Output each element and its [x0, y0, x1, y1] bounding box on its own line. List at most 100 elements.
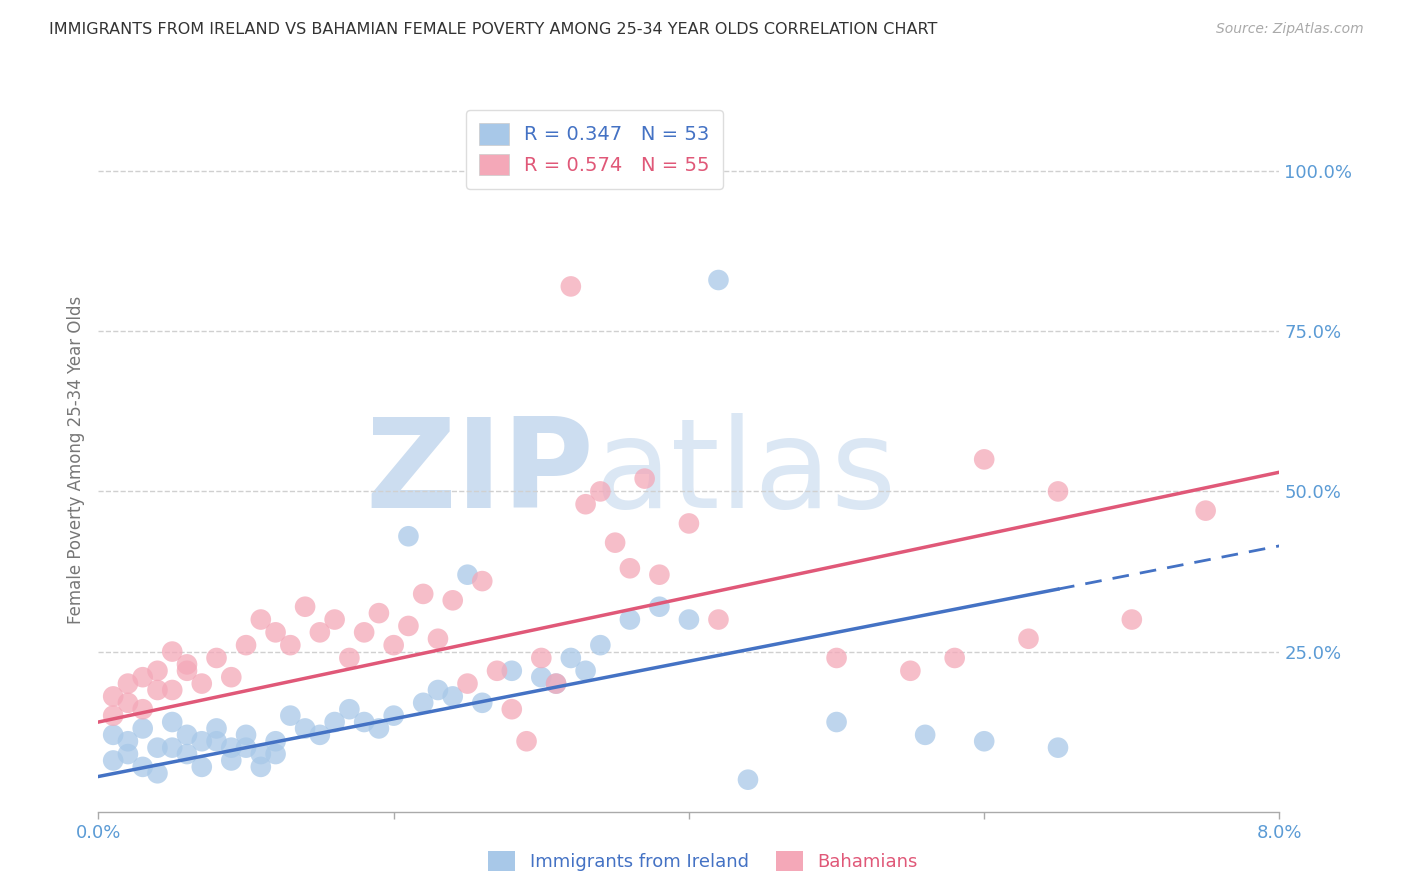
Point: [264, 734, 287, 748]
Point: [1046, 484, 1070, 499]
Point: [441, 593, 464, 607]
Point: [235, 740, 257, 755]
Point: [619, 613, 641, 627]
Point: [1121, 613, 1143, 627]
Point: [339, 702, 361, 716]
Text: Source: ZipAtlas.com: Source: ZipAtlas.com: [1216, 22, 1364, 37]
Point: [191, 760, 214, 774]
Point: [914, 728, 936, 742]
Point: [678, 516, 700, 531]
Point: [162, 683, 183, 698]
Point: [825, 651, 848, 665]
Point: [146, 766, 169, 780]
Point: [412, 587, 434, 601]
Point: [398, 619, 420, 633]
Point: [575, 497, 598, 511]
Point: [900, 664, 922, 678]
Point: [457, 676, 479, 690]
Point: [589, 638, 612, 652]
Point: [162, 714, 183, 729]
Point: [205, 651, 228, 665]
Point: [382, 708, 405, 723]
Point: [825, 714, 848, 729]
Point: [427, 632, 450, 646]
Point: [117, 696, 139, 710]
Point: [294, 599, 316, 614]
Point: [146, 740, 169, 755]
Point: [339, 651, 361, 665]
Point: [264, 747, 287, 761]
Point: [737, 772, 759, 787]
Point: [323, 613, 346, 627]
Point: [309, 728, 332, 742]
Point: [117, 734, 139, 748]
Point: [146, 683, 169, 698]
Point: [250, 760, 273, 774]
Point: [457, 567, 479, 582]
Point: [280, 638, 302, 652]
Point: [176, 747, 198, 761]
Point: [530, 670, 553, 684]
Point: [973, 452, 995, 467]
Point: [412, 696, 434, 710]
Point: [1195, 503, 1218, 517]
Point: [250, 747, 273, 761]
Point: [427, 683, 450, 698]
Point: [103, 754, 125, 768]
Point: [368, 606, 391, 620]
Point: [103, 708, 125, 723]
Point: [146, 664, 169, 678]
Point: [471, 574, 494, 588]
Point: [117, 676, 139, 690]
Point: [221, 670, 243, 684]
Point: [235, 638, 257, 652]
Point: [619, 561, 641, 575]
Point: [546, 676, 568, 690]
Point: [117, 747, 139, 761]
Point: [323, 714, 346, 729]
Point: [132, 670, 155, 684]
Point: [560, 279, 582, 293]
Point: [441, 690, 464, 704]
Point: [707, 273, 730, 287]
Point: [486, 664, 509, 678]
Point: [1018, 632, 1040, 646]
Text: ZIP: ZIP: [366, 413, 595, 534]
Point: [973, 734, 995, 748]
Point: [353, 714, 375, 729]
Point: [132, 702, 155, 716]
Point: [1046, 740, 1070, 755]
Point: [368, 722, 391, 736]
Point: [634, 472, 657, 486]
Point: [103, 690, 125, 704]
Point: [176, 728, 198, 742]
Point: [398, 529, 420, 543]
Text: IMMIGRANTS FROM IRELAND VS BAHAMIAN FEMALE POVERTY AMONG 25-34 YEAR OLDS CORRELA: IMMIGRANTS FROM IRELAND VS BAHAMIAN FEMA…: [49, 22, 938, 37]
Point: [176, 664, 198, 678]
Point: [221, 740, 243, 755]
Point: [294, 722, 316, 736]
Point: [132, 722, 155, 736]
Point: [943, 651, 966, 665]
Point: [605, 535, 627, 549]
Point: [162, 644, 183, 658]
Point: [648, 599, 671, 614]
Point: [382, 638, 405, 652]
Point: [589, 484, 612, 499]
Point: [516, 734, 538, 748]
Point: [546, 676, 568, 690]
Point: [471, 696, 494, 710]
Point: [264, 625, 287, 640]
Point: [176, 657, 198, 672]
Point: [501, 702, 523, 716]
Point: [560, 651, 582, 665]
Point: [103, 728, 125, 742]
Point: [250, 613, 273, 627]
Point: [309, 625, 332, 640]
Point: [678, 613, 700, 627]
Legend: Immigrants from Ireland, Bahamians: Immigrants from Ireland, Bahamians: [481, 844, 925, 879]
Point: [132, 760, 155, 774]
Legend: R = 0.347   N = 53, R = 0.574   N = 55: R = 0.347 N = 53, R = 0.574 N = 55: [465, 110, 723, 189]
Point: [501, 664, 523, 678]
Point: [205, 734, 228, 748]
